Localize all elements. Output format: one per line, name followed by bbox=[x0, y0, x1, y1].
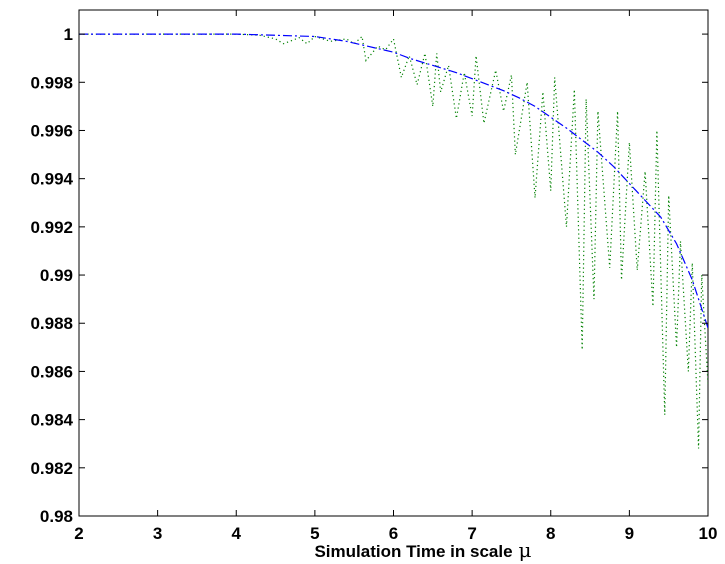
y-tick-label: 0.984 bbox=[30, 411, 73, 430]
x-tick-label: 8 bbox=[546, 524, 555, 543]
x-tick-label: 9 bbox=[625, 524, 634, 543]
x-axis-title-text: Simulation Time in scale bbox=[314, 542, 512, 561]
x-tick-label: 3 bbox=[153, 524, 162, 543]
plot-area bbox=[78, 9, 709, 517]
y-tick-label: 0.994 bbox=[30, 170, 73, 189]
mu-symbol: μ bbox=[519, 538, 532, 562]
x-axis-title: Simulation Time in scale μ bbox=[314, 538, 531, 562]
y-tick-label: 0.982 bbox=[30, 459, 73, 478]
x-tick-label: 4 bbox=[232, 524, 242, 543]
y-tick-label: 0.99 bbox=[40, 266, 73, 285]
y-tick-label: 0.996 bbox=[30, 121, 73, 140]
y-tick-label: 1 bbox=[64, 25, 73, 44]
x-tick-label: 7 bbox=[467, 524, 476, 543]
y-tick-label: 0.988 bbox=[30, 314, 73, 333]
y-tick-label: 0.986 bbox=[30, 362, 73, 381]
y-tick-label: 0.998 bbox=[30, 73, 73, 92]
x-tick-label: 10 bbox=[699, 524, 718, 543]
x-tick-label: 5 bbox=[310, 524, 319, 543]
x-tick-label: 2 bbox=[74, 524, 83, 543]
y-tick-label: 0.992 bbox=[30, 218, 73, 237]
y-tick-label: 0.98 bbox=[40, 507, 73, 526]
series-line-dashdot bbox=[79, 33, 708, 329]
x-tick-label: 6 bbox=[389, 524, 398, 543]
